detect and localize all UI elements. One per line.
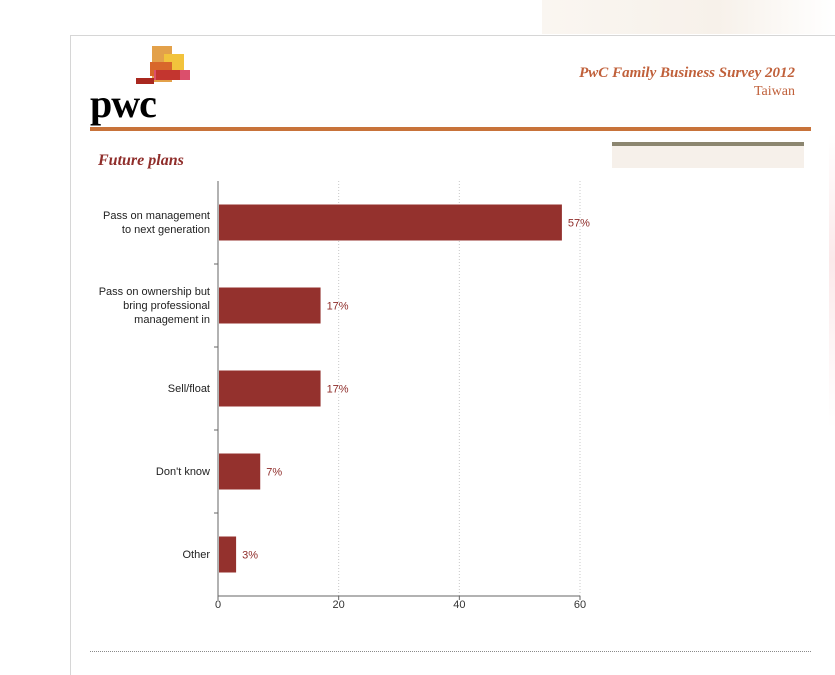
side-panel	[612, 142, 804, 168]
bar-3	[219, 453, 261, 490]
chart-title: Future plans	[98, 152, 184, 169]
bar-4	[219, 536, 237, 573]
category-label-4: Other	[182, 548, 210, 561]
report-page	[70, 35, 835, 675]
x-tick-label-1: 20	[333, 599, 345, 611]
x-tick-label-3: 60	[574, 599, 586, 611]
bar-1	[219, 287, 321, 324]
bar-2	[219, 370, 321, 407]
bar-chart: 0 20 40 60 57% 17% 17% 7% 3%	[214, 181, 590, 611]
value-label-1: 17%	[327, 301, 349, 313]
pwc-logo-mark	[136, 46, 190, 84]
category-label-0: Pass on management to next generation	[102, 209, 210, 236]
side-edge	[829, 134, 835, 554]
bar-0	[219, 204, 562, 241]
category-label-3: Don't know	[155, 465, 210, 478]
category-label-2: Sell/float	[167, 382, 210, 395]
survey-title: PwC Family Business Survey 2012	[579, 65, 795, 81]
value-label-2: 17%	[327, 384, 349, 396]
value-label-4: 3%	[242, 550, 258, 562]
pwc-logo: pwc	[90, 44, 200, 128]
value-label-0: 57%	[568, 218, 590, 230]
category-label-1: Pass on ownership but bring professional…	[98, 285, 210, 326]
background-fade	[542, 0, 835, 34]
x-tick-label-0: 0	[215, 599, 221, 611]
region-label: Taiwan	[753, 84, 795, 99]
value-label-3: 7%	[266, 467, 282, 479]
x-tick-label-2: 40	[453, 599, 465, 611]
footer-rule	[90, 651, 811, 652]
pwc-wordmark: pwc	[90, 81, 157, 126]
header-rule	[90, 127, 811, 131]
